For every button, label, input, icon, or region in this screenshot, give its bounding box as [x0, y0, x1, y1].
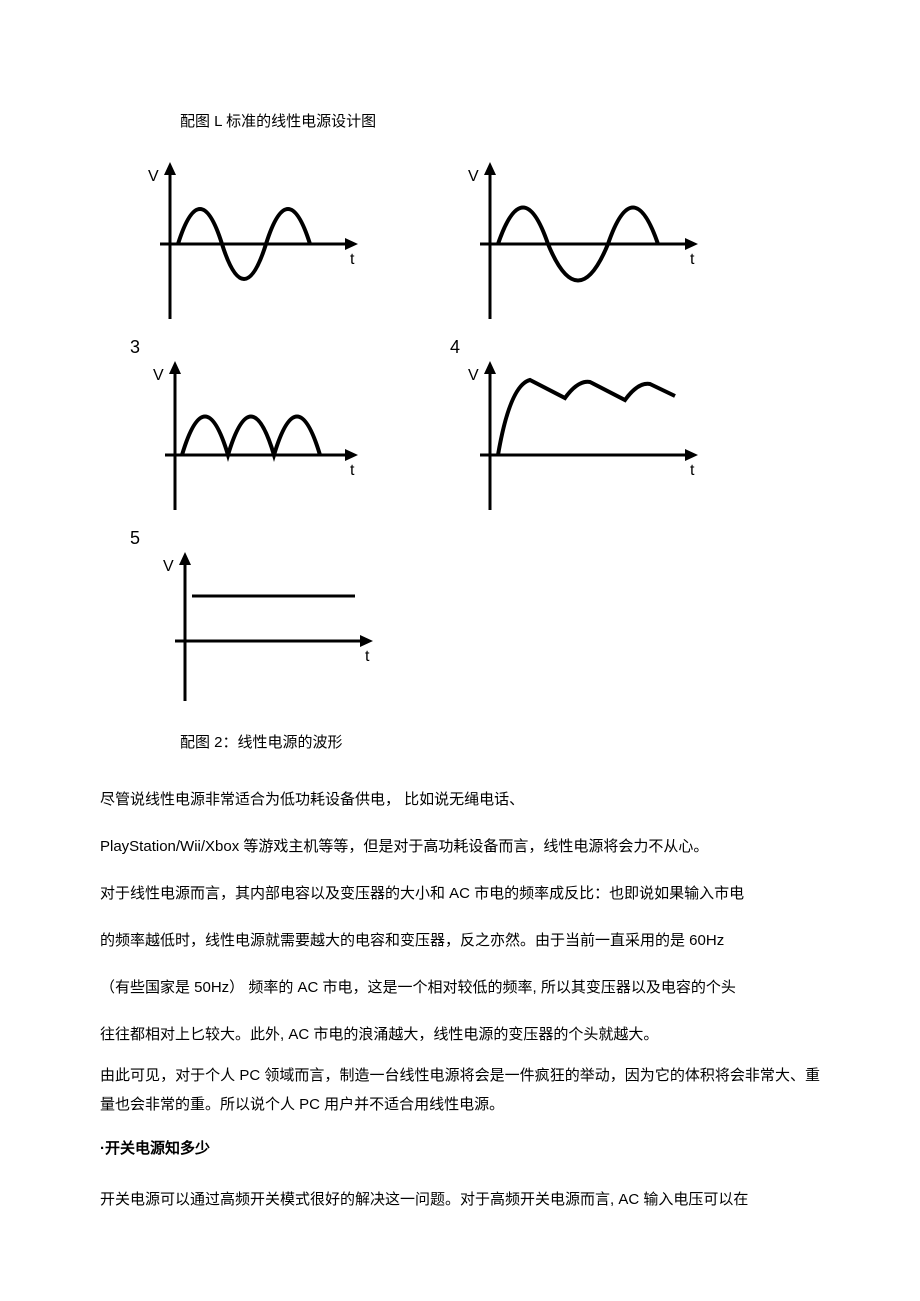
axis-label-t: t [350, 251, 355, 268]
chart-3: 3 V t [130, 337, 370, 520]
chart-row-3: 5 V t [130, 528, 820, 711]
axis-label-v: V [468, 367, 479, 384]
chart-4: 4 V t [450, 337, 710, 520]
axis-label-t: t [690, 462, 695, 479]
chart-number-5: 5 [130, 528, 390, 549]
body-paragraph: 由此可见，对于个人 PC 领域而言，制造一台线性电源将会是一件疯狂的举动，因为它… [100, 1062, 820, 1119]
figure-caption-1: 配图 L 标准的线性电源设计图 [180, 110, 820, 131]
chart-row-2: 3 V t 4 [130, 337, 820, 520]
body-paragraph: 尽管说线性电源非常适合为低功耗设备供电， 比如说无绳电话、 [100, 780, 820, 819]
body-paragraph: 的频率越低时，线性电源就需要越大的电容和变压器，反之亦然。由于当前一直采用的是 … [100, 921, 820, 960]
chart-number-3: 3 [130, 337, 370, 358]
axis-label-v: V [468, 168, 479, 185]
body-paragraph: 开关电源可以通过高频开关模式很好的解决这一问题。对于高频开关电源而言, AC 输… [100, 1180, 820, 1219]
body-paragraph: 往往都相对上匕较大。此外, AC 市电的浪涌越大，线性电源的变压器的个头就越大。 [100, 1015, 820, 1054]
waveform-rectified-icon: V t [130, 360, 370, 520]
section-heading: ·开关电源知多少 [100, 1137, 820, 1158]
chart-2: V t [450, 159, 710, 329]
body-paragraph: 对于线性电源而言，其内部电容以及变压器的大小和 AC 市电的频率成反比：也即说如… [100, 874, 820, 913]
axis-label-v: V [163, 558, 174, 575]
waveform-ripple-icon: V t [450, 360, 710, 520]
chart-1: V t [130, 159, 370, 329]
axis-label-t: t [365, 648, 370, 665]
axis-label-t: t [350, 462, 355, 479]
waveform-full-sine-icon: V t [130, 159, 370, 329]
waveform-half-sine-icon: V t [450, 159, 710, 329]
figure-caption-2: 配图 2：线性电源的波形 [180, 731, 820, 752]
chart-row-1: V t V t [130, 159, 820, 329]
waveform-dc-icon: V t [130, 551, 390, 711]
chart-number-4: 4 [450, 337, 710, 358]
body-paragraph: （有些国家是 50Hz） 频率的 AC 市电，这是一个相对较低的频率, 所以其变… [100, 968, 820, 1007]
axis-label-t: t [690, 251, 695, 268]
chart-5: 5 V t [130, 528, 390, 711]
axis-label-v: V [153, 367, 164, 384]
body-paragraph: PlayStation/Wii/Xbox 等游戏主机等等，但是对于高功耗设备而言… [100, 827, 820, 866]
waveform-charts: V t V t 3 [130, 159, 820, 711]
axis-label-v: V [148, 168, 159, 185]
